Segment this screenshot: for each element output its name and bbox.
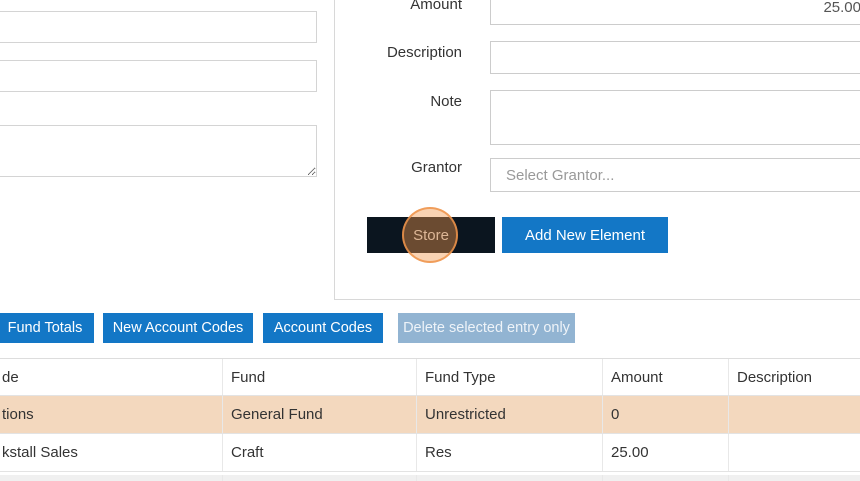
column-header-amount: Amount: [603, 359, 729, 395]
account-codes-button[interactable]: Account Codes: [263, 313, 383, 343]
new-account-codes-button[interactable]: New Account Codes: [103, 313, 253, 343]
cell-fund: Craft: [223, 434, 417, 471]
amount-label: Amount: [410, 0, 462, 13]
fund-totals-button[interactable]: Fund Totals: [0, 313, 94, 343]
grantor-select[interactable]: [490, 158, 860, 192]
cell-description: [729, 396, 860, 433]
column-header-fund: Fund: [223, 359, 417, 395]
cell-code: kstall Sales: [0, 434, 223, 471]
grantor-label: Grantor: [411, 159, 462, 176]
left-form-input-2[interactable]: [0, 60, 317, 92]
cell-fund-type: Unrestricted: [417, 396, 603, 433]
cell-fund-type: Res: [417, 434, 603, 471]
note-label: Note: [430, 93, 462, 110]
column-header-description: Description: [737, 368, 813, 386]
delete-selected-entry-button[interactable]: Delete selected entry only: [398, 313, 575, 343]
table-row[interactable]: kstall Sales Craft Res 25.00: [0, 434, 860, 472]
note-textarea[interactable]: [490, 90, 860, 145]
amount-input[interactable]: [490, 0, 860, 25]
cell-fund: General Fund: [223, 396, 417, 433]
cell-description: [729, 434, 860, 471]
store-button[interactable]: Store: [367, 217, 495, 253]
cell-amount: 25.00: [603, 434, 729, 471]
column-header-fund-type: Fund Type: [417, 359, 603, 395]
table-header-row: de Fund Fund Type Amount Description: [0, 359, 860, 396]
left-form-textarea[interactable]: [0, 125, 317, 177]
table-row-selected[interactable]: tions General Fund Unrestricted 0: [0, 396, 860, 434]
add-new-element-button[interactable]: Add New Element: [502, 217, 668, 253]
description-label: Description: [386, 44, 462, 61]
column-header-code: de: [0, 359, 223, 395]
funds-table: de Fund Fund Type Amount Description tio…: [0, 358, 860, 481]
cell-amount: 0: [603, 396, 729, 433]
cell-code: tions: [0, 396, 223, 433]
table-row-partial[interactable]: [0, 475, 860, 481]
description-input[interactable]: [490, 41, 860, 74]
left-form-input-1[interactable]: [0, 11, 317, 43]
